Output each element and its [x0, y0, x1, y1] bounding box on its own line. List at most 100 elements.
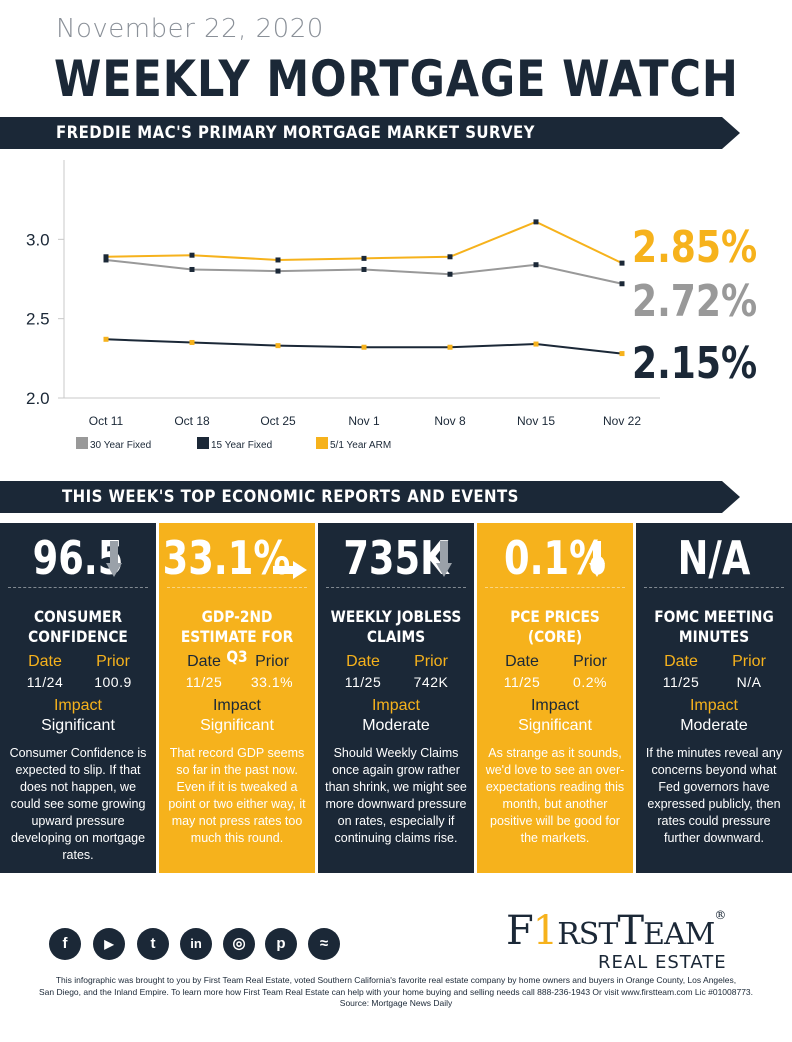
panel-value: 96.5 — [32, 531, 124, 585]
panel-value: 735K — [343, 531, 449, 585]
impact-header: Impact — [689, 697, 738, 714]
date-value: 11/25 — [344, 674, 382, 690]
panel-name: CONSUMER CONFIDENCE — [28, 607, 128, 646]
prior-header: Prior — [414, 653, 448, 670]
date-header: Date — [346, 653, 380, 670]
date-header: Date — [28, 653, 62, 670]
data-point — [361, 255, 367, 261]
data-point — [619, 260, 625, 266]
prior-value: 33.1% — [250, 674, 294, 690]
legend-label: 5/1 Year ARM — [330, 440, 391, 451]
data-point — [533, 219, 539, 225]
panel-fomc-minutes: N/A FOMC MEETING MINUTES Date Prior 11/25… — [636, 523, 792, 873]
down-arrow-icon — [436, 541, 452, 577]
down-arrow-icon — [589, 541, 605, 577]
survey-banner-text: FREDDIE MAC'S PRIMARY MORTGAGE MARKET SU… — [56, 123, 535, 143]
impact-value: Significant — [41, 717, 115, 734]
survey-banner: FREDDIE MAC'S PRIMARY MORTGAGE MARKET SU… — [0, 117, 740, 149]
first-team-logo: F1RSTTEAM® — [506, 908, 726, 954]
divider — [326, 587, 466, 588]
data-point — [533, 341, 539, 347]
y-tick-label: 2.0 — [26, 389, 50, 408]
prior-value: 742K — [413, 674, 449, 690]
facebook-icon[interactable]: f — [49, 928, 81, 960]
prior-value: 0.2% — [573, 674, 607, 690]
data-point — [619, 281, 625, 287]
panel-description: Consumer Confidence is expected to slip.… — [9, 746, 147, 862]
panel-description: Should Weekly Claims once again grow rat… — [325, 746, 467, 845]
footer-line: San Diego, and the Inland Empire. To lea… — [38, 986, 754, 997]
impact-value: Significant — [518, 717, 592, 734]
impact-header: Impact — [371, 697, 420, 714]
x-tick-label: Oct 11 — [89, 414, 124, 428]
impact-value: Moderate — [680, 717, 748, 734]
y-tick-label: 2.5 — [26, 310, 50, 329]
data-point — [619, 351, 625, 357]
instagram-icon[interactable]: ◎ — [223, 928, 255, 960]
date-value: 11/25 — [185, 674, 223, 690]
report-date: November 22, 2020 — [56, 14, 324, 44]
data-point — [447, 254, 453, 260]
impact-header: Impact — [212, 697, 261, 714]
fixed15-rate-label: 2.15% — [632, 338, 758, 389]
x-tick-label: Nov 15 — [517, 414, 555, 428]
prior-header: Prior — [96, 653, 130, 670]
data-point — [189, 252, 195, 258]
panel-description: As strange as it sounds, we'd love to se… — [485, 746, 625, 845]
mortgage-rate-chart: 2.0 2.5 3.0 Oct 11 Oct 18 Oct 25 Nov 1 Nov 8 Nov… — [26, 160, 660, 451]
date-value: 11/24 — [26, 674, 64, 690]
events-banner-text: THIS WEEK'S TOP ECONOMIC REPORTS AND EVE… — [62, 487, 519, 507]
data-point — [275, 268, 281, 274]
panel-gdp: 33.1% GDP-2ND ESTIMATE FOR Q3 Date Prior … — [159, 523, 315, 873]
page-title: WEEKLY MORTGAGE WATCH — [54, 50, 739, 108]
data-point — [275, 257, 281, 263]
date-value: 11/25 — [503, 674, 541, 690]
date-header: Date — [664, 653, 698, 670]
right-arrow-icon — [273, 561, 307, 579]
panel-name: FOMC MEETING MINUTES — [654, 607, 774, 646]
divider — [485, 587, 625, 588]
logo-subtitle: REAL ESTATE — [598, 952, 727, 973]
panel-jobless-claims: 735K WEEKLY JOBLESS CLAIMS Date Prior 11/… — [318, 523, 474, 873]
data-point — [275, 343, 281, 349]
panel-description: That record GDP seems so far in the past… — [168, 746, 306, 845]
youtube-icon[interactable]: ▶ — [93, 928, 125, 960]
impact-header: Impact — [530, 697, 579, 714]
prior-header: Prior — [732, 653, 766, 670]
footer-source: Source: Mortgage News Daily — [339, 998, 453, 1008]
legend-swatch — [316, 437, 328, 449]
data-point — [361, 344, 367, 350]
panel-name: GDP-2ND ESTIMATE FOR Q3 — [180, 607, 294, 666]
prior-value: 100.9 — [94, 674, 132, 690]
impact-header: Impact — [53, 697, 102, 714]
panel-pce-prices: 0.1% PCE PRICES (CORE) Date Prior 11/25 0.… — [477, 523, 633, 873]
twitter-icon[interactable]: t — [137, 928, 169, 960]
arm-rate-label: 2.85% — [632, 222, 758, 273]
fixed30-rate-label: 2.72% — [632, 276, 758, 327]
x-tick-label: Nov 1 — [348, 414, 380, 428]
prior-header: Prior — [573, 653, 607, 670]
data-point — [533, 262, 539, 268]
prior-value: N/A — [736, 674, 762, 690]
y-tick-label: 3.0 — [26, 230, 50, 249]
legend-label: 15 Year Fixed — [211, 440, 272, 451]
data-point — [361, 266, 367, 272]
panel-value: 0.1% — [503, 531, 607, 585]
date-header: Date — [505, 653, 539, 670]
legend-swatch — [197, 437, 209, 449]
down-arrow-icon — [106, 541, 122, 577]
data-point — [103, 257, 109, 263]
date-header: Date — [187, 653, 221, 670]
panel-name: PCE PRICES (CORE) — [510, 607, 600, 646]
data-point — [447, 271, 453, 277]
divider — [644, 587, 784, 588]
pinterest-icon[interactable]: p — [265, 928, 297, 960]
data-point — [189, 339, 195, 345]
linkedin-icon[interactable]: in — [180, 928, 212, 960]
events-banner: THIS WEEK'S TOP ECONOMIC REPORTS AND EVE… — [0, 481, 740, 513]
data-point — [189, 266, 195, 272]
rss-icon[interactable]: ≈ — [308, 928, 340, 960]
x-tick-label: Oct 18 — [174, 414, 210, 428]
legend-label: 30 Year Fixed — [90, 440, 151, 451]
footer: This infographic was brought to you by F… — [0, 975, 792, 1010]
